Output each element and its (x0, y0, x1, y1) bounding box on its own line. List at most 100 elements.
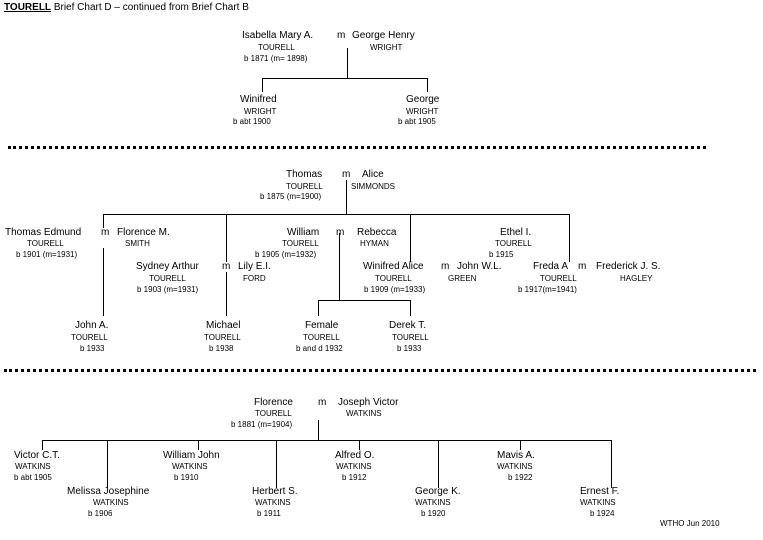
person-name: Alice (362, 169, 384, 180)
marriage-symbol: m (441, 261, 450, 272)
person-detail: b 1938 (209, 344, 234, 353)
person-name: George K. (415, 486, 461, 497)
person-detail: b 1924 (590, 509, 615, 518)
person-surname: WRIGHT (406, 107, 439, 116)
person-name: Thomas Edmund (5, 227, 82, 238)
person-name: George Henry (352, 30, 415, 41)
person-surname: TOURELL (258, 43, 295, 52)
person-detail: b abt 1905 (398, 117, 436, 126)
person-name: William (287, 227, 320, 238)
person-surname: SIMMONDS (351, 182, 395, 191)
person-surname: TOURELL (495, 239, 532, 248)
person-detail: b 1906 (88, 509, 113, 518)
person-surname: WATKINS (172, 462, 208, 471)
person-surname: TOURELL (27, 239, 64, 248)
person-name: Derek T. (389, 320, 427, 331)
person-detail: b 1917(m=1941) (518, 285, 577, 294)
person-surname: HAGLEY (620, 274, 653, 283)
person-surname: WATKINS (580, 498, 616, 507)
person-surname: TOURELL (255, 409, 292, 418)
person-surname: TOURELL (71, 333, 108, 342)
chart-title: TOURELL Brief Chart D – continued from B… (4, 3, 249, 13)
person-detail: b 1909 (m=1933) (364, 285, 426, 294)
person-name: Frederick J. S. (596, 261, 661, 272)
person-surname: TOURELL (540, 274, 577, 283)
person-detail: b 1920 (421, 509, 446, 518)
chart-surname: TOURELL (4, 2, 52, 13)
person-surname: FORD (243, 274, 266, 283)
person-detail: b 1911 (257, 509, 281, 518)
person-surname: TOURELL (149, 274, 186, 283)
marriage-symbol: m (318, 397, 327, 408)
person-name: Melissa Josephine (67, 486, 150, 497)
person-detail: b 1881 (m=1904) (231, 420, 293, 429)
person-surname: TOURELL (303, 333, 340, 342)
person-surname: WATKINS (15, 462, 51, 471)
person-name: Ethel I. (500, 227, 532, 238)
person-name: Winifred (240, 94, 277, 105)
person-detail: b and d 1932 (296, 344, 343, 353)
person-surname: WATKINS (93, 498, 129, 507)
person-detail: b 1912 (342, 473, 367, 482)
person-name: Freda A (533, 261, 569, 272)
person-surname: TOURELL (204, 333, 241, 342)
person-detail: b abt 1900 (233, 117, 271, 126)
person-surname: WATKINS (497, 462, 533, 471)
footer-credit: WTHO Jun 2010 (660, 519, 720, 528)
person-detail: b 1905 (m=1932) (255, 250, 317, 259)
person-name: Lily E.I. (238, 261, 271, 272)
marriage-symbol: m (342, 169, 351, 180)
person-detail: b 1915 (489, 250, 514, 259)
person-name: Mavis A. (497, 450, 535, 461)
person-detail: b 1910 (174, 473, 199, 482)
person-name: Female (305, 320, 339, 331)
person-surname: WRIGHT (370, 43, 403, 52)
person-name: Herbert S. (252, 486, 298, 497)
person-name: Sydney Arthur (136, 261, 199, 272)
person-name: Winifred Alice (363, 261, 424, 272)
marriage-symbol: m (101, 227, 110, 238)
person-surname: TOURELL (392, 333, 429, 342)
person-name: Michael (206, 320, 241, 331)
person-detail: b 1922 (508, 473, 533, 482)
person-name: Rebecca (357, 227, 397, 238)
person-name: Ernest F. (580, 486, 620, 497)
person-name: George (406, 94, 440, 105)
person-surname: TOURELL (282, 239, 319, 248)
person-name: Victor C.T. (14, 450, 60, 461)
person-surname: WATKINS (336, 462, 372, 471)
person-name: Joseph Victor (338, 397, 399, 408)
person-surname: WATKINS (255, 498, 291, 507)
person-detail: b 1901 (m=1931) (16, 250, 78, 259)
person-surname: SMITH (125, 239, 150, 248)
person-surname: TOURELL (286, 182, 323, 191)
person-name: John A. (75, 320, 109, 331)
person-surname: HYMAN (360, 239, 389, 248)
marriage-symbol: m (336, 227, 345, 238)
section-divider (4, 369, 756, 372)
chart-subtitle: Brief Chart D – continued from Brief Cha… (53, 2, 249, 13)
person-surname: WATKINS (415, 498, 451, 507)
marriage-symbol: m (578, 261, 587, 272)
person-detail: b 1875 (m=1900) (260, 192, 322, 201)
marriage-symbol: m (222, 261, 231, 272)
person-surname: GREEN (448, 274, 477, 283)
person-surname: TOURELL (375, 274, 412, 283)
person-detail: b 1933 (80, 344, 105, 353)
person-name: Alfred O. (335, 450, 375, 461)
person-detail: b 1871 (m= 1898) (244, 54, 308, 63)
person-detail: b abt 1905 (14, 473, 52, 482)
person-name: Florence (254, 397, 293, 408)
person-name: Isabella Mary A. (242, 30, 314, 41)
section-divider (8, 146, 706, 149)
person-detail: b 1903 (m=1931) (137, 285, 199, 294)
marriage-symbol: m (337, 30, 346, 41)
person-name: John W.L. (457, 261, 502, 272)
person-name: Thomas (286, 169, 323, 180)
person-surname: WATKINS (346, 409, 382, 418)
person-name: William John (163, 450, 220, 461)
person-detail: b 1933 (397, 344, 422, 353)
person-name: Florence M. (117, 227, 170, 238)
person-surname: WRIGHT (244, 107, 277, 116)
